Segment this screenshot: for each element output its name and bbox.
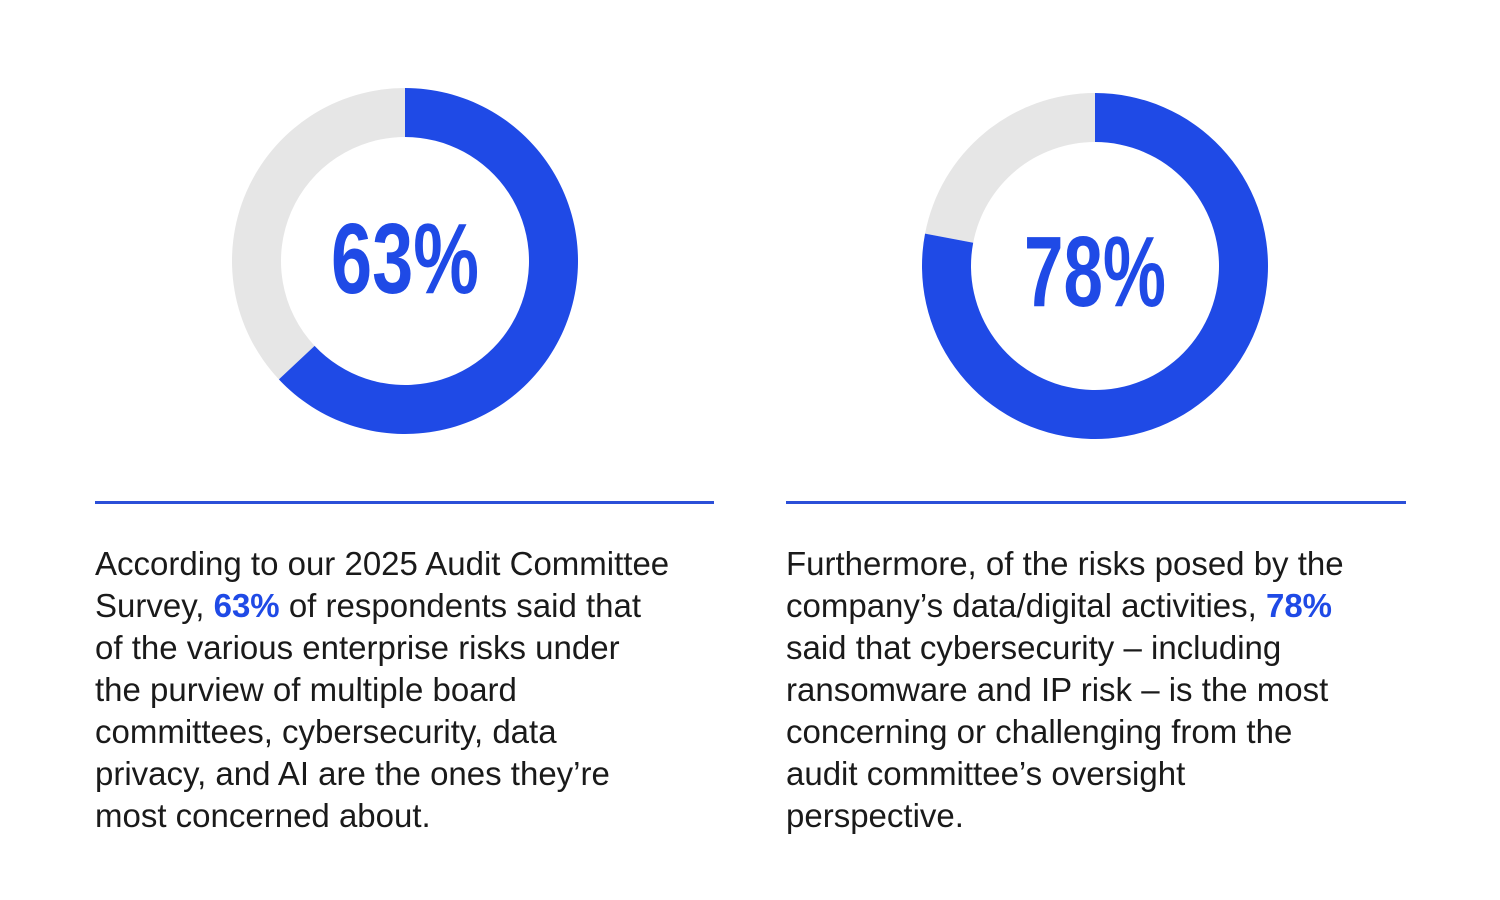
left-highlight-stat: 63% [213,587,280,624]
donut-track-right [925,93,1095,243]
left-line-2: Survey, 63% of respondents said that [95,585,669,627]
right-line-5: concerning or challenging from the [786,713,1293,750]
left-line-6: privacy, and AI are the ones they’re [95,755,610,792]
right-line-2: company’s data/digital activities, 78% [786,585,1344,627]
left-line-1: According to our 2025 Audit Committee [95,545,670,582]
right-line-7: perspective. [786,797,964,834]
left-line-5: committees, cybersecurity, data [95,713,557,750]
donut-track-left [232,88,405,380]
donut-value-arc-left [278,88,578,434]
left-line-2-post: of respondents said that [279,587,642,624]
donut-center-label-left: 63% [331,203,479,315]
right-line-4: ransomware and IP risk – is the most [786,671,1329,708]
divider-left [95,501,714,504]
donut-chart-left: 63% [232,88,578,434]
right-line-3: said that cybersecurity – including [786,629,1282,666]
left-line-2-pre: Survey, [95,587,214,624]
right-line-1: Furthermore, of the risks posed by the [786,545,1344,582]
divider-right [786,501,1406,504]
right-line-2-pre: company’s data/digital activities, [786,587,1266,624]
right-highlight-stat: 78% [1265,587,1333,624]
left-line-7: most concerned about. [95,797,431,834]
donut-center-label-right: 78% [1024,216,1166,328]
left-description: According to our 2025 Audit Committee Su… [95,543,669,837]
right-description: Furthermore, of the risks posed by the c… [786,543,1344,837]
left-line-3: of the various enterprise risks under [95,629,620,666]
donut-chart-right: 78% [922,93,1268,440]
left-line-4: the purview of multiple board [95,671,517,708]
right-line-6: audit committee’s oversight [786,755,1186,792]
